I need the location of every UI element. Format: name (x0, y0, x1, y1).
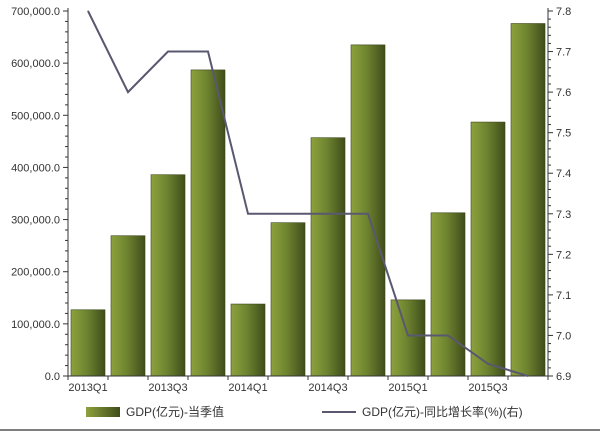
bar-2014Q1 (230, 303, 266, 377)
growth-point-2015Q2 (447, 334, 449, 336)
growth-point-2013Q1 (87, 10, 89, 12)
x-tick-label: 2015Q3 (468, 382, 507, 394)
growth-point-2013Q2 (127, 91, 129, 93)
growth-rate-line (87, 10, 529, 377)
bar-2014Q3 (310, 137, 346, 377)
left-tick-label: 400,000.0 (11, 162, 60, 174)
legend-bar-swatch (86, 406, 120, 417)
bar-2015Q2 (430, 212, 466, 377)
right-tick-label: 7.5 (556, 128, 571, 140)
left-tick-label: 300,000.0 (11, 215, 60, 227)
legend: GDP(亿元)-当季值 GDP(亿元)-同比增长率(%)(右) (0, 403, 600, 423)
x-tick-label: 2014Q3 (308, 382, 347, 394)
right-tick-label: 7.0 (556, 330, 571, 342)
right-tick-label: 7.2 (556, 249, 571, 261)
right-tick-label: 7.8 (556, 6, 571, 18)
x-tick-label: 2014Q1 (228, 382, 267, 394)
legend-bar-label: GDP(亿元)-当季值 (126, 405, 224, 419)
right-tick-label: 7.1 (556, 290, 571, 302)
x-tick-label: 2013Q3 (148, 382, 187, 394)
growth-point-2014Q2 (287, 213, 289, 215)
growth-point-2014Q1 (247, 213, 249, 215)
right-tick-label: 6.9 (556, 371, 571, 383)
left-tick-label: 0.0 (45, 371, 60, 383)
left-tick-label: 100,000.0 (11, 319, 60, 331)
bar-2015Q4 (510, 23, 546, 377)
legend-item-line: GDP(亿元)-同比增长率(%)(右) (322, 403, 523, 420)
bar-2013Q2 (110, 235, 146, 377)
bar-2014Q2 (270, 222, 306, 377)
right-tick-label: 7.4 (556, 168, 571, 180)
growth-point-2013Q3 (167, 51, 169, 53)
growth-point-2015Q3 (487, 363, 489, 365)
left-tick-label: 700,000.0 (11, 6, 60, 18)
growth-point-2015Q4 (527, 375, 529, 377)
left-tick-label: 600,000.0 (11, 58, 60, 70)
left-tick-label: 500,000.0 (11, 110, 60, 122)
x-tick-label: 2013Q1 (68, 382, 107, 394)
bar-2013Q3 (150, 174, 186, 377)
growth-point-2014Q4 (367, 213, 369, 215)
right-tick-label: 7.7 (556, 47, 571, 59)
bar-2014Q4 (350, 44, 386, 377)
legend-item-bar: GDP(亿元)-当季值 (86, 403, 224, 420)
right-tick-label: 7.3 (556, 209, 571, 221)
right-tick-label: 7.6 (556, 87, 571, 99)
bar-2015Q3 (470, 121, 506, 377)
bar-2015Q1 (390, 299, 426, 377)
growth-point-2015Q1 (407, 334, 409, 336)
left-tick-label: 200,000.0 (11, 267, 60, 279)
bar-2013Q1 (70, 309, 106, 377)
growth-point-2014Q3 (327, 213, 329, 215)
growth-point-2013Q4 (207, 51, 209, 53)
bar-2013Q4 (190, 69, 226, 377)
x-tick-label: 2015Q1 (388, 382, 427, 394)
legend-line-swatch (322, 410, 356, 413)
legend-line-label: GDP(亿元)-同比增长率(%)(右) (362, 405, 523, 419)
